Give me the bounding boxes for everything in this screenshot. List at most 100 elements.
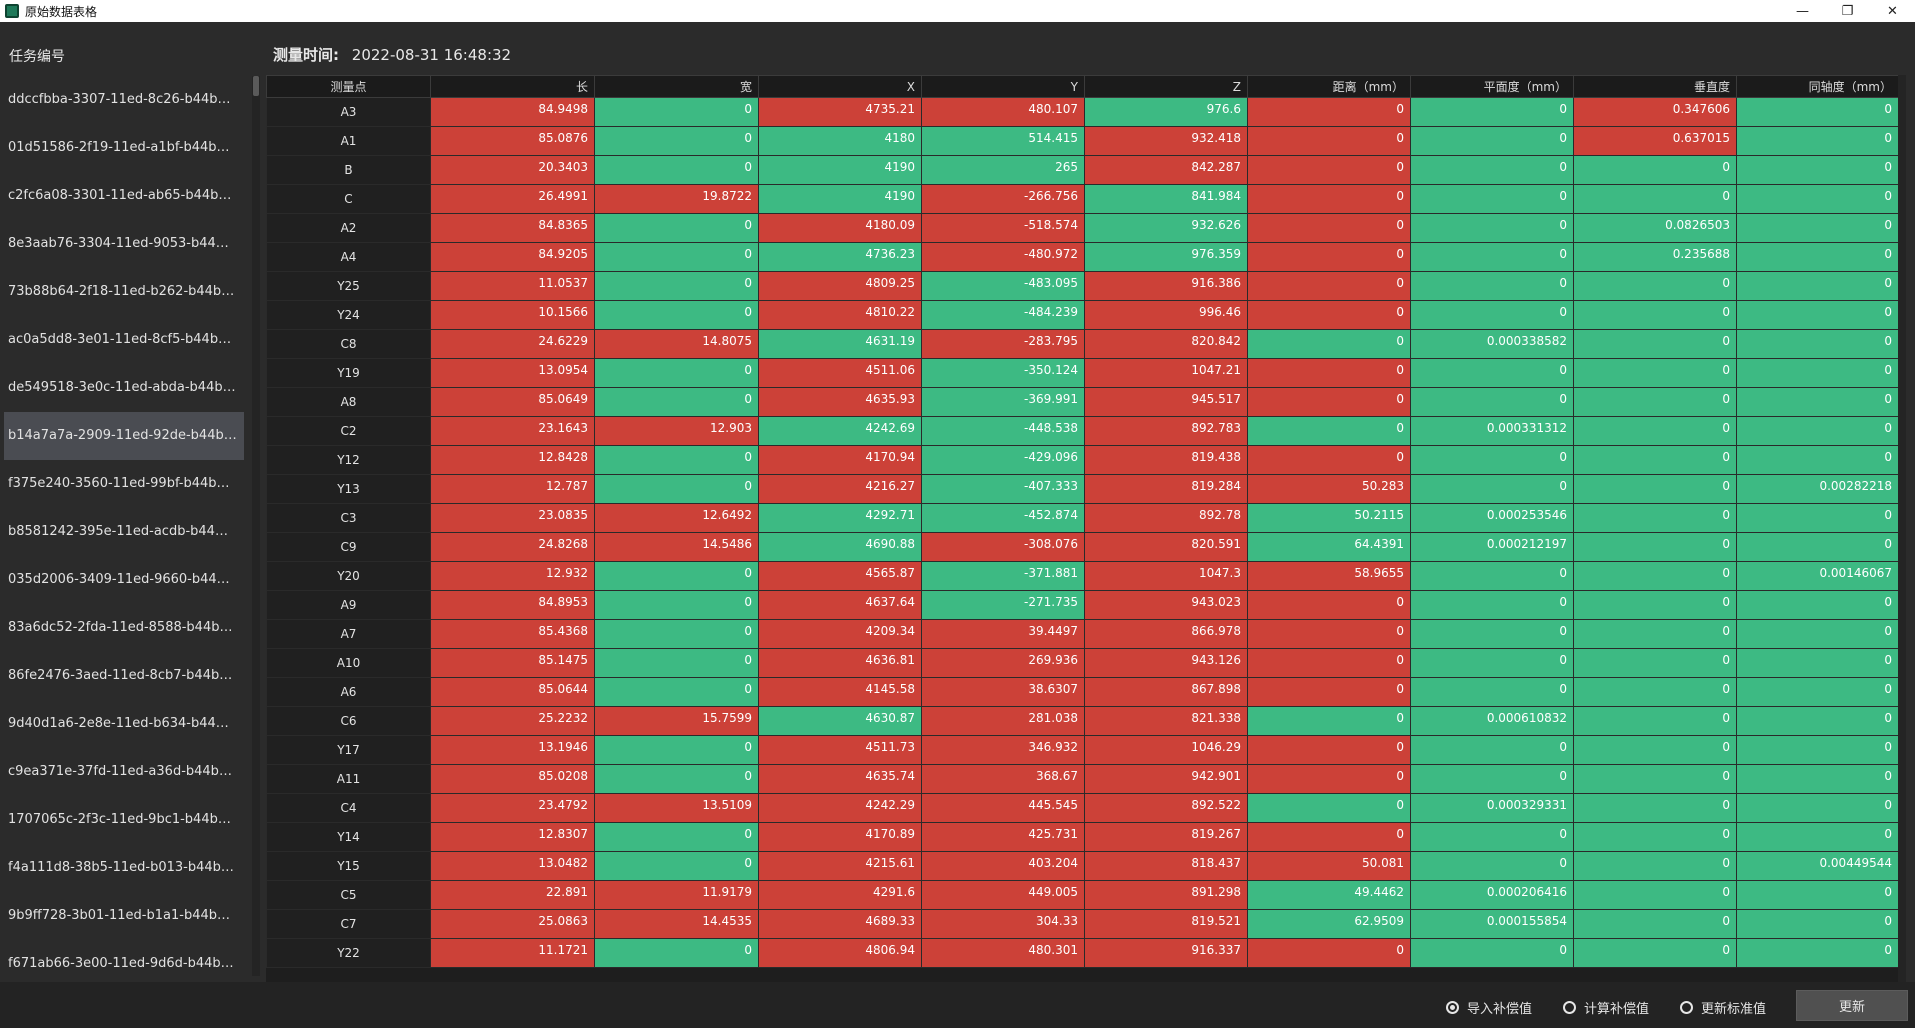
table-cell[interactable]: 0 [1736, 590, 1899, 620]
table-cell[interactable]: 0 [1247, 445, 1411, 475]
table-cell[interactable]: 0 [1247, 300, 1411, 330]
measure-point-cell[interactable]: C7 [266, 909, 431, 939]
task-list[interactable]: ddccfbba-3307-11ed-8c26-b44bd65e... 01d51… [0, 76, 250, 984]
table-cell[interactable]: 0 [1573, 329, 1737, 359]
table-cell[interactable]: 892.78 [1084, 503, 1248, 533]
table-cell[interactable]: 0.0826503 [1573, 213, 1737, 243]
table-cell[interactable]: 0 [1410, 764, 1574, 794]
table-cell[interactable]: 39.4497 [921, 619, 1085, 649]
table-cell[interactable]: 269.936 [921, 648, 1085, 678]
column-header[interactable]: 同轴度（mm） [1736, 75, 1899, 98]
table-cell[interactable]: 49.4462 [1247, 880, 1411, 910]
task-list-item[interactable]: de549518-3e0c-11ed-abda-b44bd65e... [8, 380, 236, 395]
table-cell[interactable]: 84.8953 [430, 590, 595, 620]
table-cell[interactable]: 0 [1410, 387, 1574, 417]
table-cell[interactable]: 12.787 [430, 474, 595, 504]
table-cell[interactable]: 480.107 [921, 97, 1085, 127]
table-cell[interactable]: 13.5109 [594, 793, 759, 823]
table-cell[interactable]: 14.8075 [594, 329, 759, 359]
table-cell[interactable]: 0 [594, 735, 759, 765]
column-header[interactable]: 平面度（mm） [1410, 75, 1574, 98]
table-cell[interactable]: 38.6307 [921, 677, 1085, 707]
measure-point-cell[interactable]: Y19 [266, 358, 431, 388]
table-cell[interactable]: 819.284 [1084, 474, 1248, 504]
table-cell[interactable]: 943.126 [1084, 648, 1248, 678]
table-cell[interactable]: 281.038 [921, 706, 1085, 736]
table-cell[interactable]: 0 [594, 764, 759, 794]
table-cell[interactable]: 4511.73 [758, 735, 922, 765]
table-cell[interactable]: 0 [1736, 764, 1899, 794]
table-cell[interactable]: 819.521 [1084, 909, 1248, 939]
task-list-item[interactable]: c2fc6a08-3301-11ed-ab65-b44bd65ee... [8, 188, 236, 203]
table-cell[interactable]: 0 [1247, 358, 1411, 388]
table-cell[interactable]: 0 [1247, 97, 1411, 127]
table-cell[interactable]: 4180.09 [758, 213, 922, 243]
table-cell[interactable]: 0 [1247, 590, 1411, 620]
task-list-item[interactable]: b8581242-395e-11ed-acdb-b44bd65e... [8, 524, 236, 539]
table-cell[interactable]: 4170.94 [758, 445, 922, 475]
table-cell[interactable]: 0 [1736, 735, 1899, 765]
table-cell[interactable]: 4637.64 [758, 590, 922, 620]
table-cell[interactable]: 0 [1573, 590, 1737, 620]
table-cell[interactable]: 892.522 [1084, 793, 1248, 823]
table-cell[interactable]: 0 [1410, 358, 1574, 388]
table-cell[interactable]: -518.574 [921, 213, 1085, 243]
column-header[interactable]: 宽 [594, 75, 759, 98]
measure-point-cell[interactable]: A9 [266, 590, 431, 620]
table-cell[interactable]: 0 [1573, 764, 1737, 794]
table-cell[interactable]: 0 [1247, 822, 1411, 852]
table-cell[interactable]: 0 [1736, 706, 1899, 736]
table-cell[interactable]: 64.4391 [1247, 532, 1411, 562]
table-cell[interactable]: 0 [1736, 97, 1899, 127]
table-cell[interactable]: 0 [1573, 822, 1737, 852]
table-cell[interactable]: 4216.27 [758, 474, 922, 504]
table-cell[interactable]: 425.731 [921, 822, 1085, 852]
table-cell[interactable]: 12.8428 [430, 445, 595, 475]
table-cell[interactable]: 892.783 [1084, 416, 1248, 446]
table-cell[interactable]: 4809.25 [758, 271, 922, 301]
table-cell[interactable]: 0 [594, 97, 759, 127]
table-cell[interactable]: 4636.81 [758, 648, 922, 678]
table-cell[interactable]: 0 [1573, 706, 1737, 736]
table-cell[interactable]: -283.795 [921, 329, 1085, 359]
table-cell[interactable]: 0 [594, 271, 759, 301]
table-cell[interactable]: 449.005 [921, 880, 1085, 910]
table-cell[interactable]: 0 [1573, 474, 1737, 504]
measure-point-cell[interactable]: A10 [266, 648, 431, 678]
table-cell[interactable]: 4291.6 [758, 880, 922, 910]
table-cell[interactable]: 0 [1410, 126, 1574, 156]
table-cell[interactable]: 0 [1573, 619, 1737, 649]
table-cell[interactable]: 0 [1247, 329, 1411, 359]
table-cell[interactable]: 0 [1573, 938, 1737, 968]
table-cell[interactable]: 4631.19 [758, 329, 922, 359]
table-cell[interactable]: 4511.06 [758, 358, 922, 388]
table-cell[interactable]: 19.8722 [594, 184, 759, 214]
table-cell[interactable]: 0 [1410, 97, 1574, 127]
table-cell[interactable]: 0 [1573, 155, 1737, 185]
table-cell[interactable]: 976.6 [1084, 97, 1248, 127]
table-cell[interactable]: 4565.87 [758, 561, 922, 591]
table-cell[interactable]: 4190 [758, 184, 922, 214]
table-cell[interactable]: 4190 [758, 155, 922, 185]
table-cell[interactable]: 403.204 [921, 851, 1085, 881]
table-cell[interactable]: 0 [1736, 677, 1899, 707]
table-cell[interactable]: 11.1721 [430, 938, 595, 968]
table-cell[interactable]: 0 [1410, 213, 1574, 243]
table-cell[interactable]: 0 [1736, 300, 1899, 330]
table-cell[interactable]: 0 [1736, 822, 1899, 852]
table-cell[interactable]: 1046.29 [1084, 735, 1248, 765]
task-list-item[interactable]: 73b88b64-2f18-11ed-b262-b44bd65e... [8, 284, 236, 299]
table-cell[interactable]: 4292.71 [758, 503, 922, 533]
table-cell[interactable]: 0 [1247, 184, 1411, 214]
measure-point-cell[interactable]: A1 [266, 126, 431, 156]
measure-point-cell[interactable]: Y14 [266, 822, 431, 852]
column-header[interactable]: Z [1084, 75, 1248, 98]
table-cell[interactable]: 819.438 [1084, 445, 1248, 475]
table-cell[interactable]: 0 [1736, 648, 1899, 678]
table-cell[interactable]: 26.4991 [430, 184, 595, 214]
table-cell[interactable]: 445.545 [921, 793, 1085, 823]
measure-point-cell[interactable]: Y20 [266, 561, 431, 591]
table-cell[interactable]: 0 [594, 851, 759, 881]
table-cell[interactable]: 0.00449544 [1736, 851, 1899, 881]
column-header[interactable]: 距离（mm） [1247, 75, 1411, 98]
